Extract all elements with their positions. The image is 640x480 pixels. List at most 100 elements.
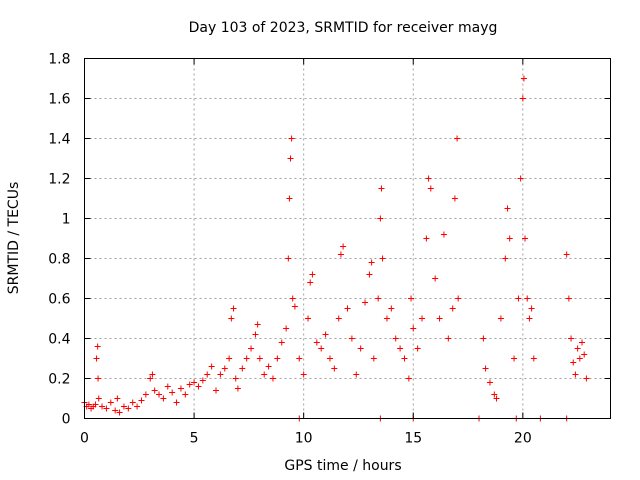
chart-title: Day 103 of 2023, SRMTID for receiver may… <box>189 20 498 36</box>
data-point <box>318 345 325 352</box>
data-point <box>291 303 298 310</box>
data-point <box>436 315 443 322</box>
data-point <box>337 251 344 258</box>
x-tick-label: 15 <box>404 431 422 447</box>
data-point <box>502 255 509 262</box>
data-point <box>493 395 500 402</box>
data-point <box>254 321 261 328</box>
data-point <box>401 355 408 362</box>
data-point <box>520 75 527 82</box>
data-point <box>506 235 513 242</box>
y-tick-label: 1.4 <box>48 132 70 148</box>
data-point <box>269 375 276 382</box>
data-point <box>570 359 577 366</box>
data-point <box>204 371 211 378</box>
data-point <box>362 299 369 306</box>
data-point <box>405 375 412 382</box>
data-point <box>296 355 303 362</box>
data-point <box>423 235 430 242</box>
data-point <box>274 355 281 362</box>
data-point <box>579 339 586 346</box>
data-point <box>182 391 189 398</box>
data-point <box>186 381 193 388</box>
data-point <box>581 351 588 358</box>
data-point <box>445 335 452 342</box>
data-point <box>138 397 145 404</box>
data-point <box>164 383 171 390</box>
x-tick-label: 10 <box>295 431 313 447</box>
data-point <box>156 391 163 398</box>
data-point <box>568 335 575 342</box>
data-point <box>432 275 439 282</box>
data-point <box>410 325 417 332</box>
y-tick-label: 0.8 <box>48 252 70 268</box>
data-point <box>226 355 233 362</box>
data-point <box>265 363 272 370</box>
data-point <box>574 345 581 352</box>
data-point <box>379 255 386 262</box>
data-point <box>85 401 92 408</box>
data-point <box>230 305 237 312</box>
data-point <box>147 375 154 382</box>
data-point <box>519 95 526 102</box>
data-point <box>482 365 489 372</box>
data-point <box>322 331 329 338</box>
grid-lines <box>84 58 611 419</box>
data-point <box>120 403 127 410</box>
data-point <box>504 205 511 212</box>
data-point <box>261 371 268 378</box>
data-point <box>392 335 399 342</box>
data-point <box>348 335 355 342</box>
data-point <box>449 305 456 312</box>
data-point <box>572 371 579 378</box>
data-point <box>313 339 320 346</box>
data-point <box>377 215 384 222</box>
data-point <box>583 375 590 382</box>
data-point <box>248 345 255 352</box>
data-point <box>125 405 132 412</box>
y-tick-label: 0.4 <box>48 332 70 348</box>
data-point <box>169 389 176 396</box>
data-point <box>151 387 158 394</box>
x-tick-label: 5 <box>190 431 199 447</box>
data-point <box>307 279 314 286</box>
data-point <box>309 271 316 278</box>
y-tick-label: 1 <box>62 212 71 228</box>
y-tick-label: 0.2 <box>48 372 70 388</box>
data-point <box>287 155 294 162</box>
data-point <box>252 331 259 338</box>
data-point <box>530 355 537 362</box>
data-point <box>375 295 382 302</box>
data-point <box>191 379 198 386</box>
data-point <box>370 355 377 362</box>
data-point <box>93 355 100 362</box>
data-point <box>289 295 296 302</box>
data-point <box>208 363 215 370</box>
data-point <box>114 395 121 402</box>
y-tick-label: 1.6 <box>48 92 70 108</box>
data-point <box>239 365 246 372</box>
data-point <box>522 235 529 242</box>
data-point <box>378 185 385 192</box>
data-point <box>234 385 241 392</box>
data-point <box>526 315 533 322</box>
data-point <box>213 387 219 394</box>
data-point <box>491 391 498 398</box>
data-point <box>283 325 290 332</box>
data-point <box>357 345 364 352</box>
data-point <box>366 271 373 278</box>
data-point <box>326 355 333 362</box>
data-point <box>103 405 110 412</box>
data-point <box>480 335 487 342</box>
data-point <box>414 345 421 352</box>
data-point <box>142 391 149 398</box>
data-point <box>408 295 415 302</box>
data-point <box>256 355 263 362</box>
data-point <box>515 295 522 302</box>
data-point <box>107 399 114 406</box>
data-point <box>397 345 404 352</box>
data-point <box>217 371 224 378</box>
data-point <box>427 185 434 192</box>
y-tick-label: 0.6 <box>48 292 70 308</box>
